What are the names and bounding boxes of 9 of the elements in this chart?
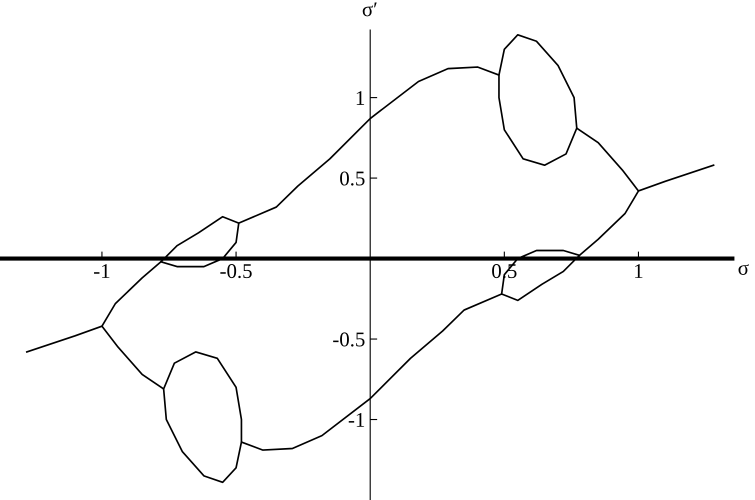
y-tick-label: -1 [348, 412, 364, 427]
y-tick-label: -0.5 [333, 332, 365, 347]
x-tick-label: -0.5 [220, 264, 252, 278]
y-tick-label: 1 [356, 91, 364, 105]
y-axis-title: σ′ [362, 2, 377, 16]
x-tick-label: 1 [635, 264, 642, 278]
x-axis-title: σ [738, 264, 749, 275]
y-tick-label: 0.5 [340, 171, 365, 186]
x-tick-label: -1 [94, 264, 110, 278]
